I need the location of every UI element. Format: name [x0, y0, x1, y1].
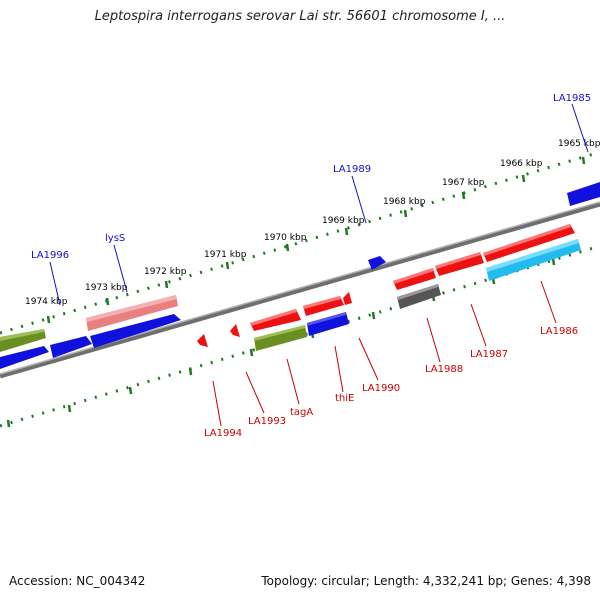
gene-blue-left[interactable] [0, 346, 49, 369]
map-title: Leptospira interrogans serovar Lai str. … [94, 9, 506, 24]
kbp-label-1966: 1966 kbp [500, 159, 543, 169]
label-LA1989[interactable]: LA1989 [333, 164, 371, 175]
kbp-label-1971: 1971 kbp [204, 250, 247, 260]
gene-LA1987[interactable] [435, 252, 484, 276]
inner-ruler [0, 244, 600, 428]
reverse-leader-lines [212, 280, 557, 427]
gene-red-long[interactable] [483, 224, 575, 262]
kbp-label-1968: 1968 kbp [383, 197, 426, 207]
gene-blue-thiE[interactable] [307, 312, 349, 336]
label-LA1993[interactable]: LA1993 [248, 416, 286, 427]
kbp-label-1965: 1965 kbp [558, 139, 600, 149]
label-thiE[interactable]: thiE [335, 393, 354, 404]
reverse-gene-labels: LA1994 LA1993 tagA thiE LA1990 LA1988 LA… [204, 326, 578, 439]
label-lysS[interactable]: lysS [105, 233, 125, 244]
inner-ruler-major-ticks [6, 257, 556, 428]
gene-thiE[interactable] [303, 296, 344, 316]
accession-text: Accession: NC_004342 [9, 574, 146, 588]
outer-ruler-major-ticks [46, 156, 586, 324]
kbp-label-1972: 1972 kbp [144, 267, 187, 277]
reverse-strand-genes[interactable] [0, 224, 581, 369]
gene-gray[interactable] [397, 284, 441, 309]
outer-ruler [0, 150, 600, 335]
kbp-label-1974: 1974 kbp [25, 297, 68, 307]
label-tagA[interactable]: tagA [290, 407, 313, 418]
label-LA1985[interactable]: LA1985 [553, 93, 591, 104]
kbp-label-1973: 1973 kbp [85, 283, 128, 293]
label-LA1990[interactable]: LA1990 [362, 383, 400, 394]
kbp-label-1967: 1967 kbp [442, 178, 485, 188]
gene-LA1990[interactable] [343, 292, 352, 305]
gene-LA1989[interactable] [368, 256, 386, 270]
forward-gene-labels: LA1996 lysS LA1989 LA1985 [31, 93, 591, 261]
label-LA1987[interactable]: LA1987 [470, 349, 508, 360]
label-LA1986[interactable]: LA1986 [540, 326, 578, 337]
label-LA1994[interactable]: LA1994 [204, 428, 242, 439]
forward-leader-lines [49, 103, 589, 306]
gene-blue-long[interactable] [90, 314, 181, 348]
kbp-label-1970: 1970 kbp [264, 233, 307, 243]
gene-LA1996[interactable] [50, 336, 92, 358]
genome-info-text: Topology: circular; Length: 4,332,241 bp… [261, 574, 591, 588]
gene-LA1993-small[interactable] [230, 324, 240, 337]
label-LA1988[interactable]: LA1988 [425, 364, 463, 375]
gene-LA1994[interactable] [197, 334, 208, 347]
forward-strand-genes[interactable] [0, 182, 600, 352]
label-LA1996[interactable]: LA1996 [31, 250, 69, 261]
kbp-label-1969: 1969 kbp [322, 216, 365, 226]
gene-tagA[interactable] [254, 325, 307, 351]
gene-LA1985[interactable] [567, 182, 600, 206]
kbp-labels: 1974 kbp 1973 kbp 1972 kbp 1971 kbp 1970… [25, 139, 600, 307]
gene-olive-left[interactable] [0, 329, 46, 352]
